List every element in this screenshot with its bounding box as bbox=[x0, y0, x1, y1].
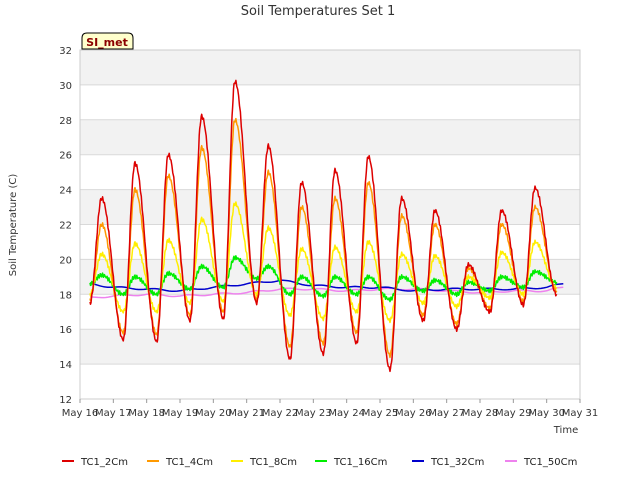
y-tick-label: 16 bbox=[59, 325, 72, 336]
legend-label: TC1_4Cm bbox=[165, 457, 213, 468]
x-tick-label: May 28 bbox=[462, 408, 499, 419]
x-tick-label: May 22 bbox=[262, 408, 299, 419]
grid-band bbox=[80, 119, 580, 155]
x-tick-label: May 31 bbox=[562, 408, 599, 419]
y-tick-label: 28 bbox=[59, 116, 72, 127]
y-tick-label: 12 bbox=[59, 395, 72, 406]
grid-band bbox=[80, 50, 580, 85]
legend-label: TC1_50Cm bbox=[523, 457, 577, 468]
legend-item-tc1-50cm: TC1_50Cm bbox=[505, 457, 577, 468]
legend-item-tc1-8cm: TC1_8Cm bbox=[231, 457, 297, 468]
x-tick-label: May 18 bbox=[128, 408, 165, 419]
legend-item-tc1-4cm: TC1_4Cm bbox=[147, 457, 213, 468]
x-tick-label: May 20 bbox=[195, 408, 232, 419]
x-tick-label: May 27 bbox=[428, 408, 465, 419]
series-line-tc1-2cm bbox=[89, 79, 558, 373]
y-tick-label: 32 bbox=[59, 46, 72, 57]
grid-band bbox=[80, 189, 580, 225]
legend-label: TC1_8Cm bbox=[249, 457, 297, 468]
legend-label: TC1_16Cm bbox=[333, 457, 387, 468]
x-tick-label: May 23 bbox=[295, 408, 332, 419]
legend-item-tc1-2cm: TC1_2Cm bbox=[62, 457, 128, 468]
x-tick-label: May 25 bbox=[362, 408, 399, 419]
x-tick-label: May 19 bbox=[162, 408, 199, 419]
badge-shape bbox=[81, 32, 134, 50]
x-tick-label: May 26 bbox=[395, 408, 432, 419]
y-tick-label: 26 bbox=[59, 151, 72, 162]
y-tick-label: 18 bbox=[59, 290, 72, 301]
series-line-tc1-16cm bbox=[89, 255, 558, 303]
badge-label: SI_met bbox=[86, 36, 128, 49]
x-axis-label: Time bbox=[553, 425, 578, 436]
legend-label: TC1_2Cm bbox=[80, 457, 128, 468]
y-tick-label: 22 bbox=[59, 221, 72, 232]
y-tick-label: 20 bbox=[59, 255, 72, 266]
y-tick-label: 14 bbox=[59, 360, 72, 371]
series-line-tc1-50cm bbox=[90, 286, 564, 299]
legend-item-tc1-32cm: TC1_32Cm bbox=[412, 457, 484, 468]
x-tick-label: May 30 bbox=[528, 408, 565, 419]
x-tick-label: May 16 bbox=[62, 408, 99, 419]
legend-label: TC1_32Cm bbox=[430, 457, 484, 468]
y-axis-ticks: 12 14 16 18 20 22 24 26 28 30 32 bbox=[59, 46, 72, 406]
grid-band bbox=[80, 329, 580, 365]
x-tick-label: May 29 bbox=[495, 408, 532, 419]
y-tick-label: 24 bbox=[59, 186, 72, 197]
x-tick-label: May 21 bbox=[228, 408, 265, 419]
y-axis-label: Soil Temperature (C) bbox=[8, 174, 19, 277]
site-badge: SI_met bbox=[81, 32, 134, 50]
plot-frame bbox=[79, 49, 581, 400]
series-lines bbox=[89, 79, 564, 373]
x-tick-label: May 17 bbox=[95, 408, 132, 419]
x-tick-label: May 24 bbox=[328, 408, 365, 419]
plot-bands bbox=[80, 50, 580, 365]
y-tick-label: 30 bbox=[59, 81, 72, 92]
legend-item-tc1-16cm: TC1_16Cm bbox=[315, 457, 387, 468]
series-line-tc1-8cm bbox=[89, 201, 558, 324]
chart-title: Soil Temperatures Set 1 bbox=[241, 4, 396, 19]
legend: TC1_2Cm TC1_4Cm TC1_8Cm TC1_16Cm TC1_32Cm TC1… bbox=[62, 457, 577, 468]
